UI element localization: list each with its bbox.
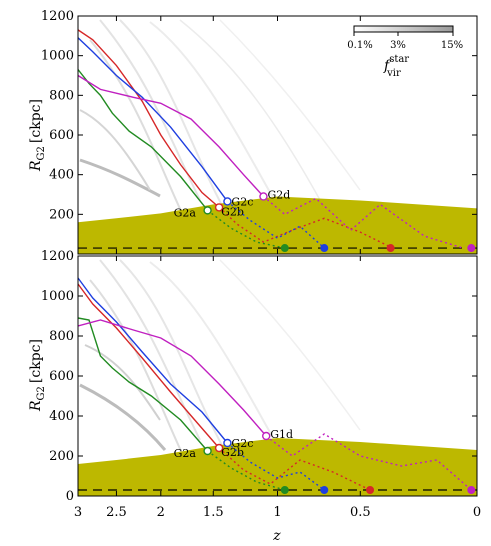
y-tick-label: 400	[49, 168, 74, 183]
series-label-G2c: G2c	[231, 195, 253, 208]
merger-dot-G2a	[280, 486, 289, 494]
y-tick-label: 1000	[41, 49, 74, 64]
x-tick-label: 2.5	[106, 505, 127, 520]
y-tick-label: 600	[49, 128, 74, 143]
y-tick-label: 400	[49, 409, 74, 424]
x-tick-label: 1	[273, 505, 281, 520]
infall-marker-G2b	[214, 443, 224, 453]
series-label-G1d: G1d	[270, 428, 293, 441]
merger-dot-G2c	[320, 244, 329, 253]
series-label-G2c: G2c	[231, 437, 253, 450]
x-tick-label: 0	[473, 505, 481, 520]
colorbar-title: fstar vir	[383, 54, 409, 79]
halo-region-top	[78, 196, 477, 254]
y-tick-label: 0	[66, 489, 74, 504]
series-line-G2c	[78, 277, 228, 444]
y-tick-label: 1200	[41, 9, 74, 24]
y-tick-label: 1000	[41, 289, 74, 304]
series-line-G1d	[78, 319, 267, 437]
infall-marker-G2c	[223, 438, 232, 448]
colorbar-tick-label: 3%	[390, 40, 406, 51]
orbit-line-G2b	[218, 206, 391, 248]
merger-dot-G2b	[366, 486, 375, 494]
y-axis-label-top: RG2[ckpc]	[28, 99, 47, 172]
colorbar-gradient	[353, 25, 454, 33]
x-tick-label: 1.5	[203, 505, 224, 520]
series-line-G2c	[78, 37, 228, 202]
y-tick-label: 1200	[41, 249, 74, 264]
y-tick-label: 200	[49, 449, 74, 464]
y-ticks-bottom: 0 200 400 600 800 1000 1200	[41, 249, 477, 504]
series-label-G2b: G2b	[221, 446, 244, 459]
infall-marker-G2c	[223, 197, 232, 206]
series-line-G2d	[78, 74, 264, 197]
series-label-G2b: G2b	[221, 205, 244, 218]
x-ticks-bottom: 3 2.5 2 1.5 1 0.5 0	[74, 16, 481, 520]
x-tick-label: 3	[74, 505, 82, 520]
y-axis-label-bottom: RG2[ckpc]	[28, 339, 47, 412]
y-tick-label: 800	[49, 88, 74, 103]
infall-marker-G2d	[259, 192, 268, 201]
infall-marker-G2a	[203, 206, 212, 215]
series-line-G2a	[78, 69, 209, 211]
series-line-G2b	[78, 29, 220, 208]
series-label-G2a: G2a	[174, 206, 197, 219]
colorbar-tick-label: 0.1%	[347, 40, 372, 51]
x-tick-label: 2	[157, 505, 165, 520]
merger-dot-G1d	[467, 486, 476, 494]
infall-marker-G1d	[262, 431, 271, 441]
series-line-G2a	[78, 317, 209, 452]
merger-dot-G2a	[280, 244, 289, 253]
y-tick-label: 200	[49, 207, 74, 222]
colorbar-tick-label: 15%	[441, 40, 463, 51]
background-tracks-bottom	[79, 259, 361, 471]
series-line-G2b	[78, 283, 220, 449]
merger-dot-G2d	[467, 244, 476, 253]
halo-region-bottom	[78, 438, 477, 496]
x-tick-label: 0.5	[350, 505, 371, 520]
y-tick-label: 600	[49, 369, 74, 384]
y-tick-label: 800	[49, 329, 74, 344]
series-label-G2d: G2d	[267, 188, 290, 201]
series-label-G2a: G2a	[174, 447, 197, 460]
merger-dot-G2c	[320, 486, 329, 494]
merger-dot-G2b	[386, 244, 395, 253]
x-axis-label: z	[272, 528, 281, 544]
colorbar: 0.1% 3% 15% fstar vir	[347, 25, 463, 79]
y-ticks-top: 200 400 600 800 1000 1200	[41, 9, 477, 255]
infall-marker-G2b	[214, 203, 224, 212]
orbit-line-G2c	[226, 442, 325, 491]
infall-marker-G2a	[203, 446, 212, 456]
background-tracks-top	[79, 19, 361, 231]
